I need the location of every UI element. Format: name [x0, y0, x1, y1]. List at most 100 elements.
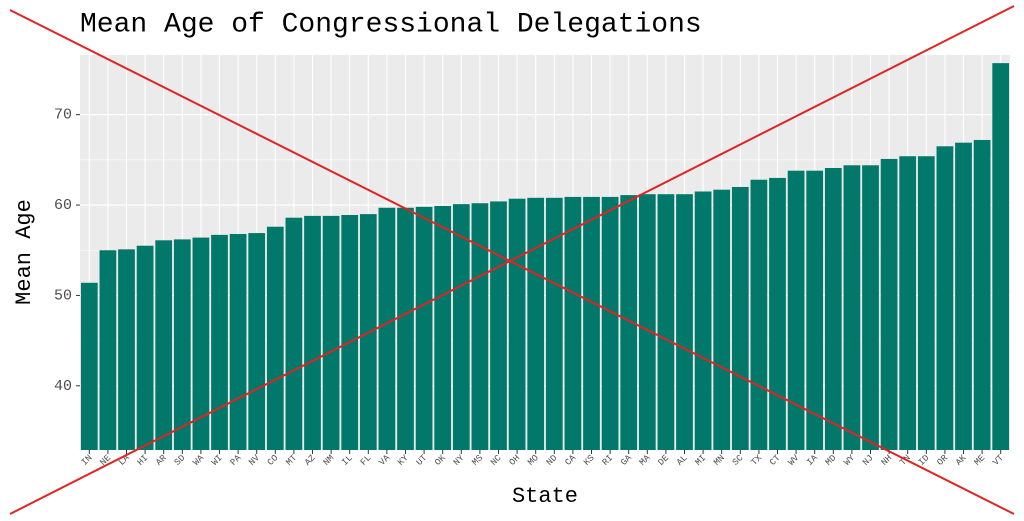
- x-tick-label: OK: [433, 453, 448, 468]
- x-tick-label: RI: [601, 453, 616, 468]
- bar: [304, 215, 321, 450]
- x-tick-label: TX: [749, 453, 764, 468]
- bar: [452, 204, 470, 450]
- bar: [378, 207, 396, 450]
- bar: [862, 165, 879, 450]
- x-tick-label: PA: [229, 453, 244, 468]
- x-tick-label: MO: [526, 453, 541, 468]
- bar: [192, 237, 210, 450]
- cross-overlay: [9, 5, 1015, 515]
- x-tick-label: SD: [173, 453, 188, 468]
- bar: [229, 233, 247, 450]
- bar: [731, 186, 749, 450]
- bar: [322, 215, 340, 450]
- x-tick-label: AZ: [303, 453, 318, 468]
- x-tick-label: MS: [470, 453, 485, 468]
- x-tick-label: IA: [805, 453, 820, 468]
- bar: [657, 194, 675, 450]
- x-tick-label: AR: [154, 453, 169, 468]
- x-tick-label: VA: [377, 453, 392, 468]
- x-tick-label: CA: [563, 453, 578, 468]
- x-tick-label: MI: [694, 453, 709, 468]
- bar: [341, 214, 359, 450]
- bar: [155, 240, 173, 450]
- bar: [248, 233, 266, 450]
- bar: [601, 196, 619, 450]
- bar: [99, 250, 117, 450]
- x-tick-label: NC: [489, 453, 504, 468]
- x-tick-label: SC: [731, 453, 746, 468]
- x-tick-label: ND: [545, 453, 560, 468]
- bar: [490, 201, 507, 450]
- bar: [787, 170, 805, 450]
- bar: [415, 206, 433, 450]
- x-tick-label: HI: [136, 453, 151, 468]
- y-tick-label: 60: [54, 197, 72, 214]
- x-tick-label: GA: [619, 453, 634, 468]
- x-tick-label: NY: [452, 453, 467, 468]
- x-tick-label: WV: [787, 453, 802, 468]
- bar: [676, 194, 693, 450]
- bar: [936, 146, 954, 450]
- x-tick-label: KY: [396, 453, 411, 468]
- bar: [583, 196, 600, 450]
- x-tick-label: CO: [266, 453, 281, 468]
- x-tick-label: OH: [508, 453, 523, 468]
- x-tick-label: WY: [842, 453, 857, 468]
- bar: [899, 156, 917, 450]
- bar: [620, 195, 638, 450]
- x-tick-label: MT: [284, 453, 299, 468]
- cross-line: [9, 5, 1015, 515]
- bar: [638, 194, 656, 450]
- x-tick-label: IN: [80, 453, 95, 468]
- x-tick-label: AL: [675, 453, 690, 468]
- bar: [713, 189, 731, 450]
- bar: [118, 249, 135, 450]
- bar: [843, 165, 861, 450]
- x-tick-label: MN: [712, 453, 727, 468]
- bar: [80, 282, 98, 450]
- x-axis-label: State: [512, 484, 578, 509]
- bar: [806, 170, 824, 450]
- x-tick-label: VT: [991, 453, 1006, 468]
- x-tick-label: LA: [117, 453, 132, 468]
- bar: [992, 63, 1010, 450]
- bar: [955, 142, 972, 450]
- bar: [397, 207, 414, 450]
- bar: [564, 196, 582, 450]
- bar: [527, 197, 545, 450]
- x-tick-label: NH: [880, 453, 895, 468]
- chart-title: Mean Age of Congressional Delegations: [80, 9, 702, 40]
- x-tick-label: MD: [824, 453, 839, 468]
- x-tick-label: MA: [638, 453, 653, 468]
- x-tick-label: UT: [415, 453, 430, 468]
- x-tick-label: NM: [322, 453, 337, 468]
- x-tick-label: WI: [210, 453, 225, 468]
- bar: [769, 177, 786, 450]
- x-tick-label: CT: [768, 453, 783, 468]
- y-tick-label: 70: [54, 107, 72, 124]
- bar: [434, 205, 452, 450]
- bar: [285, 217, 303, 450]
- bar: [173, 239, 191, 450]
- bar: [211, 234, 228, 450]
- x-tick-label: OR: [935, 453, 950, 468]
- bar: [824, 167, 842, 450]
- y-axis-label: Mean Age: [12, 199, 37, 305]
- bar: [508, 198, 526, 450]
- bar: [917, 156, 935, 450]
- bar: [471, 203, 489, 450]
- bar: [545, 197, 563, 450]
- y-tick-label: 40: [54, 378, 72, 395]
- x-tick-label: ME: [973, 453, 988, 468]
- bar: [266, 226, 284, 450]
- x-tick-label: DE: [656, 453, 671, 468]
- x-tick-label: FL: [359, 453, 374, 468]
- x-tick-label: NJ: [861, 453, 876, 468]
- bar: [694, 191, 712, 450]
- x-tick-label: NV: [247, 453, 262, 468]
- bar: [973, 139, 991, 450]
- bar: [880, 158, 898, 450]
